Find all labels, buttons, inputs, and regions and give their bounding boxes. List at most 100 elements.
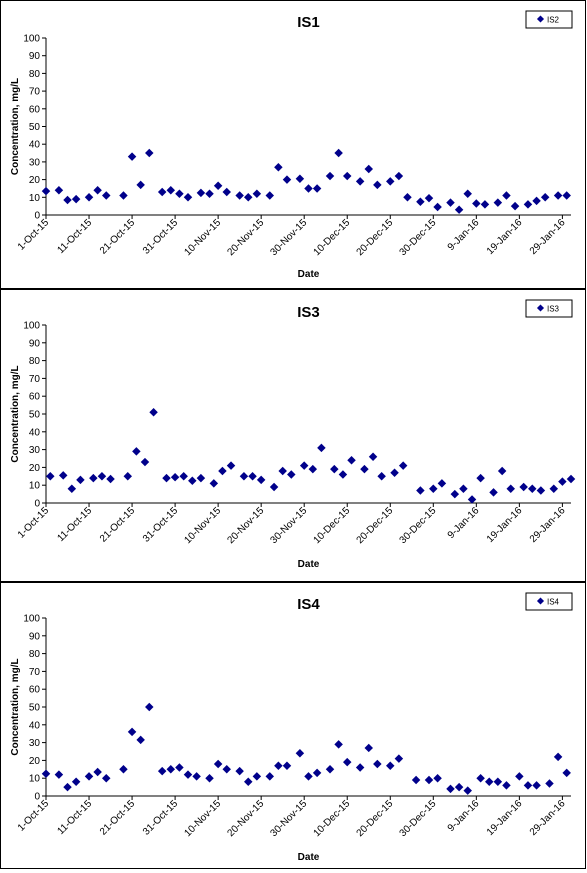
- data-point: [549, 484, 559, 494]
- chart-svg-is3: IS3 0 10 20 30 40 50 60 70 80 90 100 1-Oct-15 11-Oct-…: [10, 299, 576, 570]
- data-point: [334, 740, 343, 749]
- x-tick-label: 31-Oct-15: [141, 798, 181, 838]
- data-point: [540, 193, 550, 202]
- y-tick-label: 100: [23, 34, 40, 45]
- data-point: [274, 162, 283, 172]
- data-point: [127, 727, 137, 737]
- y-tick-label: 0: [34, 499, 40, 510]
- data-point: [489, 488, 498, 497]
- y-tick-label: 50: [29, 703, 41, 714]
- data-point: [562, 191, 571, 200]
- data-point: [325, 171, 335, 181]
- data-point: [188, 476, 197, 485]
- data-point: [157, 187, 167, 197]
- data-point: [299, 461, 309, 470]
- x-tick-label: 19-Jan-16: [485, 798, 525, 838]
- data-point: [476, 773, 485, 783]
- legend-marker: [536, 597, 545, 605]
- data-point: [136, 735, 145, 745]
- x-tick-label: 10-Nov-15: [182, 798, 223, 839]
- y-tick-label: 80: [29, 69, 41, 80]
- data-point: [553, 752, 563, 762]
- data-point: [196, 473, 206, 483]
- x-tick-label: 19-Jan-16: [485, 217, 525, 257]
- x-tick-label: 9-Jan-16: [446, 798, 482, 834]
- data-point: [192, 772, 201, 781]
- data-point: [41, 186, 51, 196]
- data-point: [282, 175, 292, 184]
- data-point: [132, 447, 141, 456]
- y-tick-label: 80: [29, 649, 41, 660]
- data-point: [102, 191, 111, 200]
- data-point: [54, 185, 64, 195]
- legend-marker: [536, 15, 545, 23]
- data-point: [528, 484, 537, 494]
- x-tick-label: 11-Oct-15: [55, 798, 94, 837]
- data-point: [295, 174, 305, 183]
- x-tick-label: 10-Dec-15: [312, 217, 353, 258]
- data-point: [347, 456, 356, 465]
- y-tick-label: 30: [29, 157, 41, 168]
- data-point: [175, 763, 184, 772]
- x-tick-label: 9-Jan-16: [446, 505, 482, 541]
- data-point: [209, 479, 219, 488]
- data-point: [463, 786, 472, 795]
- data-point: [304, 184, 313, 193]
- x-tick-label: 30-Dec-15: [398, 798, 439, 839]
- data-point: [545, 779, 554, 788]
- data-point: [338, 470, 348, 479]
- x-tick-label: 21-Oct-15: [98, 217, 138, 257]
- legend-label: IS2: [547, 16, 560, 25]
- y-tick-label: 90: [29, 631, 41, 642]
- data-point: [476, 473, 485, 483]
- y-tick-label: 50: [29, 410, 41, 421]
- data-point: [386, 761, 395, 770]
- data-point: [373, 180, 382, 190]
- data-point: [536, 486, 546, 495]
- chart-title: IS4: [297, 596, 320, 613]
- x-tick-label: 30-Nov-15: [269, 217, 310, 258]
- x-tick-label: 19-Jan-16: [485, 505, 525, 545]
- y-tick-label: 80: [29, 356, 41, 367]
- x-tick-label: 1-Oct-15: [16, 798, 52, 834]
- x-tick-label: 21-Oct-15: [98, 505, 138, 545]
- x-tick-label: 30-Nov-15: [269, 505, 310, 546]
- data-point: [269, 482, 279, 492]
- data-point: [226, 461, 236, 470]
- y-tick-label: 20: [29, 756, 41, 767]
- y-tick-label: 60: [29, 392, 41, 403]
- data-point: [317, 443, 326, 453]
- data-point: [416, 197, 425, 206]
- data-point: [71, 777, 81, 787]
- data-point: [41, 769, 51, 778]
- data-point: [364, 164, 373, 174]
- data-point: [278, 466, 287, 476]
- data-point: [484, 777, 494, 787]
- data-point: [205, 189, 214, 199]
- data-point: [355, 763, 365, 772]
- data-point: [162, 473, 171, 483]
- data-point: [515, 772, 524, 781]
- data-point: [218, 466, 227, 476]
- data-point: [437, 479, 447, 488]
- legend-box: [525, 592, 573, 611]
- y-tick-label: 90: [29, 51, 41, 62]
- y-tick-label: 100: [23, 614, 40, 625]
- y-tick-label: 70: [29, 667, 41, 678]
- data-point: [196, 188, 206, 198]
- legend-marker: [536, 304, 545, 312]
- data-point: [295, 749, 305, 758]
- data-point: [497, 466, 507, 476]
- y-tick-label: 70: [29, 87, 41, 98]
- x-tick-label: 10-Dec-15: [312, 505, 353, 546]
- y-axis-title: Concentration, mg/L: [10, 658, 21, 755]
- data-point: [493, 198, 503, 207]
- data-point: [312, 184, 322, 193]
- x-tick-label: 1-Oct-15: [16, 217, 52, 253]
- data-point: [106, 474, 115, 484]
- data-point: [390, 468, 399, 477]
- data-point: [265, 191, 275, 200]
- data-point: [360, 464, 369, 474]
- x-tick-label: 10-Nov-15: [182, 505, 223, 546]
